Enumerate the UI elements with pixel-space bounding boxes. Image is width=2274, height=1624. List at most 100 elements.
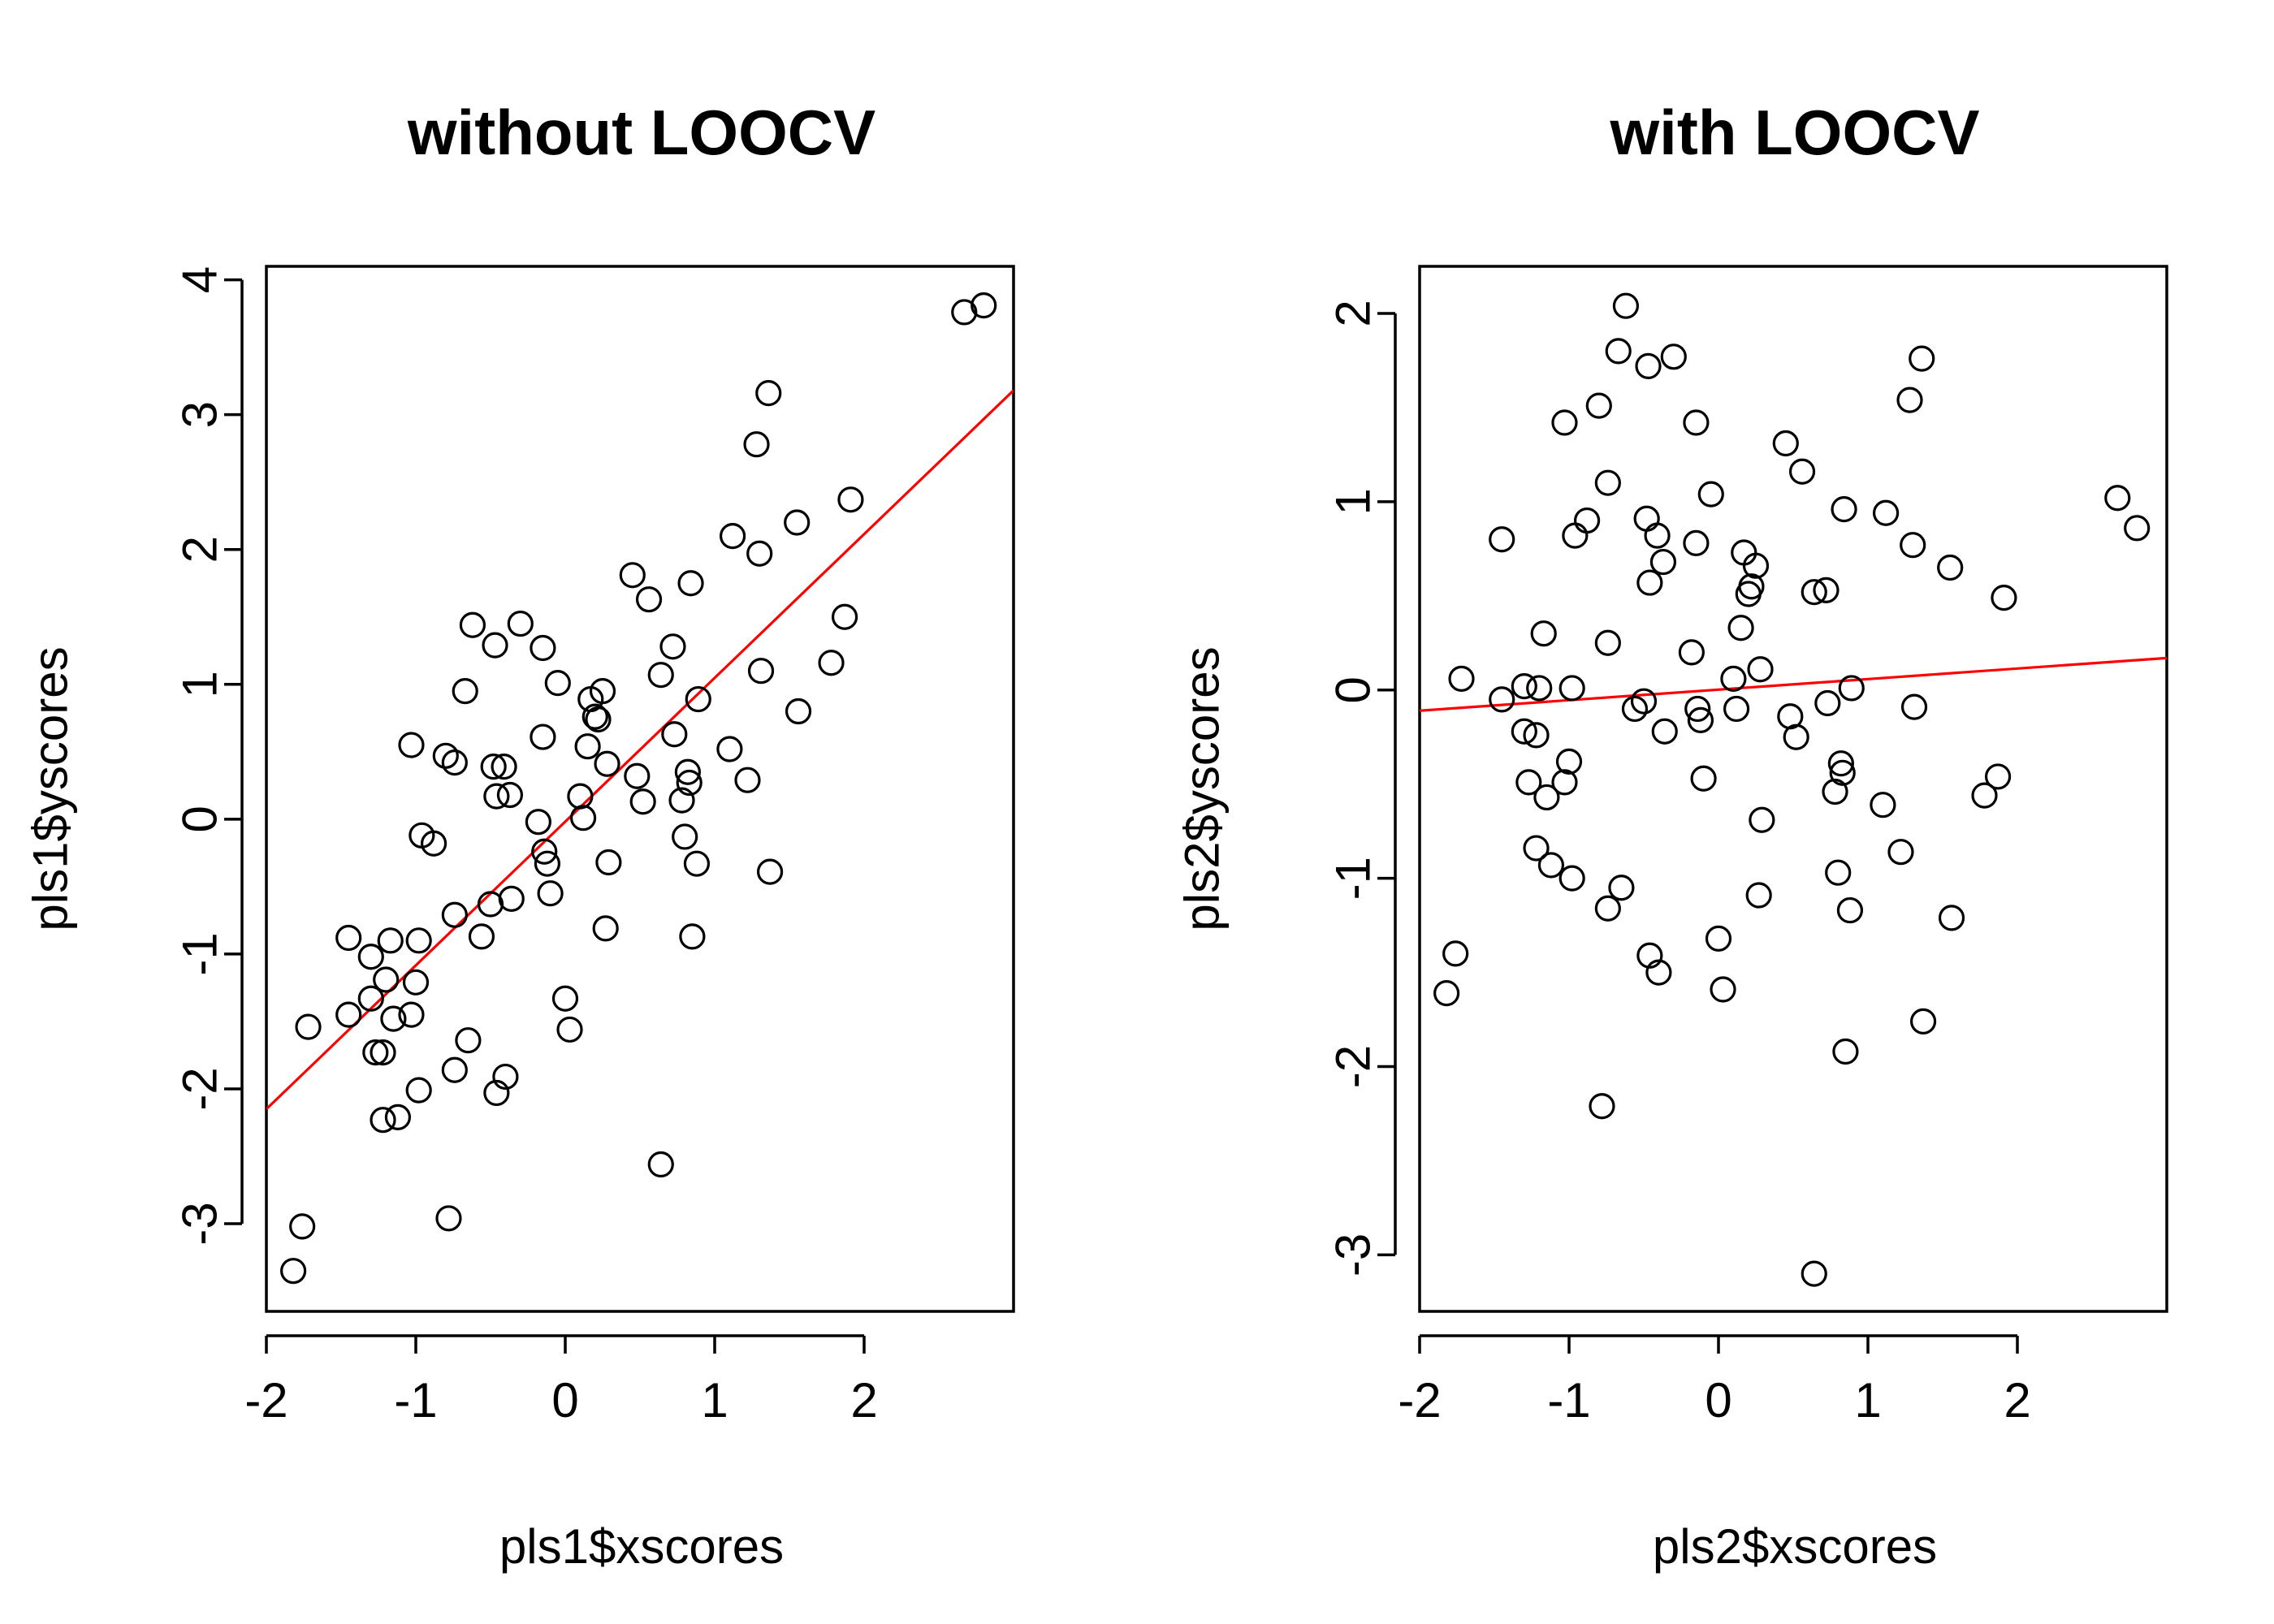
data-point [1896,387,1923,413]
data-point [585,706,612,733]
data-point [1705,925,1732,952]
data-point [1644,522,1671,549]
y-axis-label: pls1$yscores [24,646,78,931]
data-point [1523,835,1550,862]
data-point [1526,675,1553,702]
x-tick-label: 2 [850,1373,877,1427]
data-point [837,486,864,513]
data-point [507,610,534,637]
data-point [1783,723,1809,750]
data-point [1900,693,1928,720]
data-point [595,849,622,876]
data-point [647,1151,674,1178]
x-tick-label: 0 [1705,1373,1731,1427]
data-point [1621,695,1649,723]
x-tick-label: -1 [394,1373,437,1427]
data-point [1585,392,1612,419]
data-point [1720,665,1747,692]
data-point [1635,352,1662,380]
data-point [384,1104,412,1130]
data-point [551,985,579,1012]
x-tick-label: -1 [1547,1373,1590,1427]
y-tick-label: 1 [1326,488,1381,515]
data-point [398,1001,425,1028]
data-point [1551,769,1578,796]
data-point [1683,529,1710,556]
y-tick-label: 2 [173,536,227,563]
x-tick-label: -2 [244,1373,287,1427]
data-point [1687,706,1714,733]
x-tick-label: 2 [2004,1373,2030,1427]
y-tick-label: 3 [173,401,227,428]
data-point [480,753,507,780]
data-point [1511,718,1537,745]
data-point [1827,750,1854,777]
data-point [1559,865,1585,892]
data-point [1697,481,1724,508]
y-tick-label: 1 [173,671,227,698]
data-point [719,523,746,550]
y-tick-label: 2 [1326,300,1381,326]
data-point [1636,942,1663,969]
data-point [1742,552,1770,579]
data-point [567,783,594,810]
data-point [1511,673,1537,700]
data-point [1738,573,1765,600]
data-point [1723,695,1750,723]
data-point [537,880,564,907]
data-point [491,753,517,780]
data-point [1605,338,1632,365]
data-point [1909,345,1935,372]
data-point [1832,1038,1859,1065]
y-tick-label: -3 [173,1202,227,1245]
data-point [818,650,845,676]
data-point [1909,1008,1937,1034]
data-point [1836,896,1864,924]
y-tick-label: -3 [1326,1233,1381,1276]
data-point [1515,769,1542,796]
data-point [534,850,561,877]
plot-frame [1418,265,2168,1313]
data-point [1448,665,1475,692]
data-point [370,1039,396,1066]
data-point [357,944,384,970]
data-point [1801,1260,1827,1287]
data-point [1594,469,1621,496]
data-point [525,809,551,836]
data-point [1887,839,1914,866]
data-point [785,698,812,725]
regression-line [266,389,1014,1111]
panel-without-loocv: without LOOCV -2 -1 0 1 2 -3 -2 -1 0 1 2 3 4 pls1$xsco… [24,97,1015,1574]
data-point [362,1039,389,1066]
data-point [335,924,362,952]
data-point [452,678,478,705]
data-point [1683,409,1710,436]
data-point [647,662,674,689]
data-point [530,723,556,750]
data-point [784,509,811,536]
data-point [1745,882,1772,909]
panel-with-loocv: with LOOCV -2 -1 0 1 2 -3 -2 -1 0 1 2 pls2$xscores pl… [1175,97,2168,1574]
data-point [1630,688,1658,715]
data-point [2124,515,2151,542]
data-point [592,915,619,942]
data-point [373,966,400,993]
data-point [574,733,601,760]
data-point [1829,759,1856,786]
x-tick-label: 1 [1854,1373,1881,1427]
data-point [405,1077,432,1104]
data-point [1971,782,1998,809]
data-point [755,380,782,407]
data-point [743,431,770,458]
data-point [619,562,646,589]
chart-title: without LOOCV [407,97,875,168]
data-point [1594,895,1621,922]
data-point [1523,722,1550,749]
data-point [455,1027,482,1054]
data-point [1831,496,1857,523]
data-point [569,805,597,831]
data-point [405,927,432,954]
data-point [1533,784,1560,811]
y-axis-label: pls2$yscores [1175,646,1230,931]
y-tick-label: 4 [173,266,227,293]
